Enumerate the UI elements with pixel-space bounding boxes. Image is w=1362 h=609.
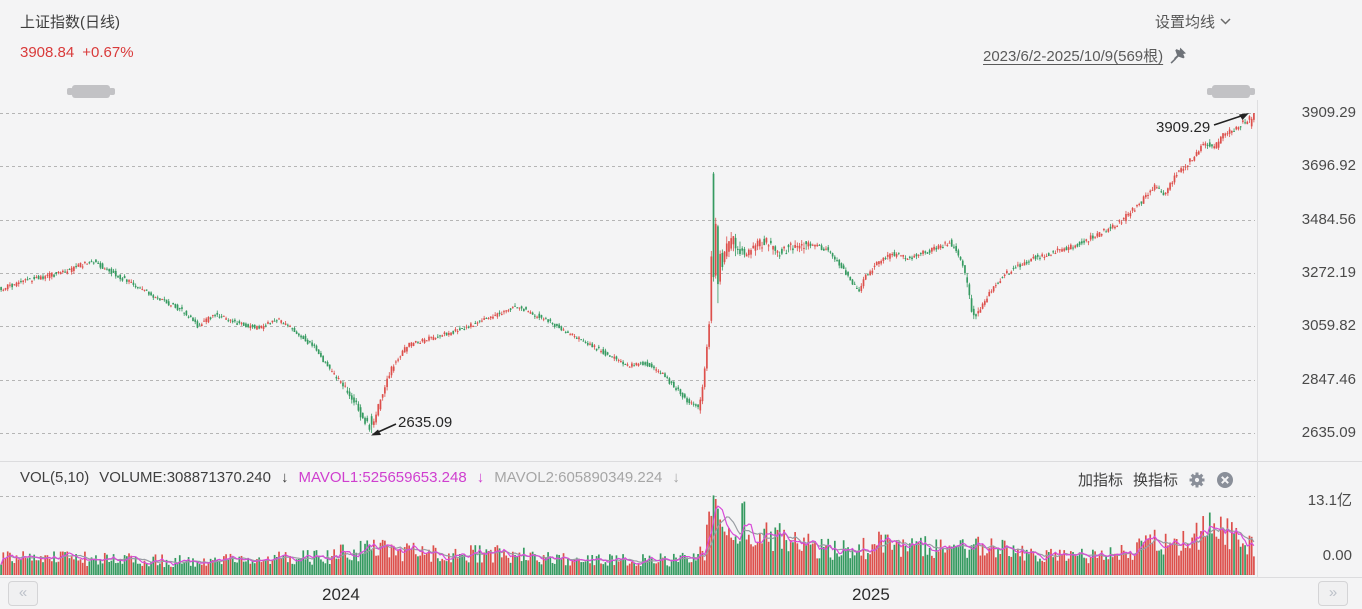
candlestick-chart-canvas[interactable] — [0, 0, 1256, 578]
high-annotation-arrow-icon — [1213, 113, 1249, 126]
price-axis-label: 3909.29 — [1301, 104, 1356, 121]
gear-icon — [1189, 472, 1205, 487]
close-indicator-button[interactable] — [1216, 471, 1234, 489]
price-axis-label: 2635.09 — [1301, 424, 1356, 441]
mavol2-value: MAVOL2:605890349.224 — [494, 469, 663, 486]
volume-value: VOLUME:308871370.240 — [99, 469, 271, 486]
xaxis-year-2025: 2025 — [852, 585, 890, 604]
range-handle-left[interactable] — [67, 85, 115, 98]
symbol-title: 上证指数(日线) — [20, 14, 120, 31]
volume-axis-max: 13.1亿 — [1307, 492, 1352, 509]
price-axis-label: 3059.82 — [1301, 317, 1356, 335]
xaxis-year-2024: 2024 — [322, 585, 360, 604]
date-range-text: 2023/6/2-2025/10/9(569根) — [983, 48, 1164, 65]
switch-indicator-button[interactable]: 换指标 — [1133, 472, 1179, 489]
indicator-controls: 加指标 换指标 — [1078, 469, 1234, 490]
price-axis-label: 2847.46 — [1301, 370, 1356, 388]
volume-indicator-header: VOL(5,10) VOLUME:308871370.240 ↓ MAVOL1:… — [20, 469, 680, 486]
change-percent: +0.67% — [82, 44, 134, 61]
panel-separator — [0, 461, 1362, 462]
last-price-row: 3908.84 +0.67% — [20, 44, 134, 61]
low-annotation-arrow-icon — [371, 423, 397, 436]
price-axis-label: 3484.56 — [1301, 210, 1356, 228]
volume-down-arrow-icon: ↓ — [281, 469, 289, 486]
xaxis-separator — [0, 577, 1362, 578]
ma-settings-label: 设置均线 — [1155, 14, 1216, 31]
volume-axis-min: 0.00 — [1322, 547, 1352, 564]
high-price-annotation: 3909.29 — [1156, 119, 1211, 136]
range-handle-right[interactable] — [1207, 85, 1255, 98]
indicator-settings-button[interactable] — [1188, 471, 1206, 489]
scroll-left-button[interactable]: « — [8, 581, 38, 606]
price-axis-label: 3272.19 — [1301, 264, 1356, 281]
mavol2-down-arrow-icon: ↓ — [672, 469, 680, 486]
pushpin-icon[interactable] — [1169, 46, 1188, 65]
circle-close-icon — [1217, 471, 1234, 488]
price-axis-label: 3696.92 — [1301, 157, 1356, 175]
last-price: 3908.84 — [20, 44, 75, 61]
mavol1-value: MAVOL1:525659653.248 — [298, 469, 467, 486]
mavol1-down-arrow-icon: ↓ — [476, 469, 485, 486]
low-price-annotation: 2635.09 — [398, 414, 453, 431]
date-range-link[interactable]: 2023/6/2-2025/10/9(569根) — [983, 45, 1188, 66]
add-indicator-button[interactable]: 加指标 — [1078, 472, 1124, 489]
ma-settings-button[interactable]: 设置均线 — [1155, 11, 1231, 32]
vol-param-label: VOL(5,10) — [20, 469, 90, 486]
scroll-right-button[interactable]: » — [1318, 581, 1348, 606]
axis-separator — [1257, 100, 1258, 578]
chevron-down-icon — [1220, 18, 1231, 25]
